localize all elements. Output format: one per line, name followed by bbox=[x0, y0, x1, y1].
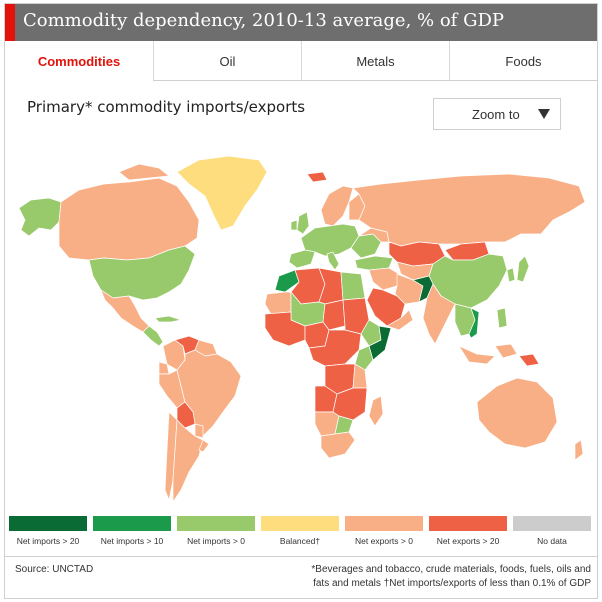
region-philippines[interactable] bbox=[496, 307, 508, 329]
legend-swatch bbox=[429, 516, 507, 531]
region-vietnam[interactable] bbox=[468, 307, 480, 339]
source-note: Source: UNCTAD bbox=[15, 564, 94, 575]
region-yemen-oman[interactable] bbox=[386, 309, 414, 331]
region-arctic-islands[interactable] bbox=[118, 163, 170, 181]
legend-swatch bbox=[93, 516, 171, 531]
legend-label: Net imports > 0 bbox=[187, 536, 245, 546]
legend-label: No data bbox=[537, 536, 567, 546]
region-brazil[interactable] bbox=[176, 349, 242, 437]
region-russia[interactable] bbox=[352, 173, 586, 247]
legend-label: Net exports > 0 bbox=[355, 536, 413, 546]
legend-item-net-imports-10: Net imports > 10 bbox=[93, 516, 171, 546]
chart-frame: Commodity dependency, 2010-13 average, %… bbox=[4, 3, 598, 599]
tab-bar: Commodities Oil Metals Foods bbox=[5, 41, 597, 82]
region-uruguay[interactable] bbox=[198, 439, 210, 453]
region-japan[interactable] bbox=[516, 255, 530, 283]
region-indonesia-west[interactable] bbox=[458, 345, 496, 365]
legend-swatch bbox=[345, 516, 423, 531]
zoom-to-dropdown[interactable]: Zoom to bbox=[433, 98, 561, 130]
region-egypt[interactable] bbox=[340, 271, 366, 301]
region-indonesia-east[interactable] bbox=[494, 343, 518, 359]
legend-item-net-exports-0: Net exports > 0 bbox=[345, 516, 423, 546]
legend-swatch bbox=[513, 516, 591, 531]
title-bar: Commodity dependency, 2010-13 average, %… bbox=[5, 4, 597, 41]
legend-swatch bbox=[9, 516, 87, 531]
footnote-line-2: fats and metals †Net imports/exports of … bbox=[313, 578, 591, 589]
region-kenya[interactable] bbox=[354, 345, 374, 371]
region-central-america[interactable] bbox=[142, 325, 164, 347]
map-subtitle: Primary* commodity imports/exports bbox=[27, 98, 306, 116]
region-scandinavia[interactable] bbox=[320, 185, 354, 227]
zoom-to-label: Zoom to bbox=[472, 107, 520, 122]
region-chad[interactable] bbox=[322, 299, 346, 331]
region-png[interactable] bbox=[518, 353, 540, 367]
region-india[interactable] bbox=[422, 283, 456, 345]
region-argentina[interactable] bbox=[172, 419, 204, 503]
region-iceland[interactable] bbox=[306, 171, 328, 183]
region-madagascar[interactable] bbox=[368, 395, 384, 427]
footnote-line-1: *Beverages and tobacco, crude materials,… bbox=[311, 564, 591, 575]
legend-label: Net imports > 20 bbox=[16, 536, 80, 546]
tab-metals[interactable]: Metals bbox=[302, 41, 450, 81]
tab-oil[interactable]: Oil bbox=[154, 41, 302, 81]
region-ireland[interactable] bbox=[290, 219, 298, 231]
region-west-sahara-mauritania[interactable] bbox=[264, 291, 292, 315]
dropdown-arrow-icon bbox=[538, 109, 550, 119]
region-australia[interactable] bbox=[476, 377, 558, 449]
region-morocco[interactable] bbox=[274, 269, 300, 293]
legend-item-net-imports-20: Net imports > 20 bbox=[9, 516, 87, 546]
legend-swatch bbox=[261, 516, 339, 531]
footnote: *Beverages and tobacco, crude materials,… bbox=[261, 563, 591, 591]
tab-foods[interactable]: Foods bbox=[505, 53, 542, 69]
region-iberia[interactable] bbox=[288, 249, 316, 269]
tab-commodities[interactable]: Commodities bbox=[5, 41, 154, 82]
legend-label: Balanced† bbox=[279, 536, 321, 546]
title-accent bbox=[5, 4, 15, 41]
region-central-africa[interactable] bbox=[308, 329, 362, 367]
legend-swatch bbox=[177, 516, 255, 531]
region-syria-iraq[interactable] bbox=[368, 267, 400, 291]
region-paraguay[interactable] bbox=[194, 423, 204, 439]
region-south-africa[interactable] bbox=[320, 431, 356, 459]
region-alaska[interactable] bbox=[18, 197, 62, 237]
legend-label: Net imports > 10 bbox=[100, 536, 164, 546]
legend-item-no-data: No data bbox=[513, 516, 591, 546]
region-caribbean[interactable] bbox=[154, 315, 182, 323]
legend-item-balanced: Balanced† bbox=[261, 516, 339, 546]
region-new-zealand[interactable] bbox=[574, 439, 584, 461]
footer-divider bbox=[5, 556, 597, 557]
world-map bbox=[18, 155, 586, 503]
legend: Net imports > 20 Net imports > 10 Net im… bbox=[9, 516, 593, 550]
legend-item-net-exports-20: Net exports > 20 bbox=[429, 516, 507, 546]
region-uk[interactable] bbox=[296, 211, 310, 235]
region-korea[interactable] bbox=[506, 267, 516, 283]
chart-title: Commodity dependency, 2010-13 average, %… bbox=[23, 10, 504, 31]
legend-label: Net exports > 20 bbox=[436, 536, 500, 546]
legend-item-net-imports-0: Net imports > 0 bbox=[177, 516, 255, 546]
region-greenland[interactable] bbox=[176, 155, 268, 231]
region-italy[interactable] bbox=[326, 251, 340, 271]
